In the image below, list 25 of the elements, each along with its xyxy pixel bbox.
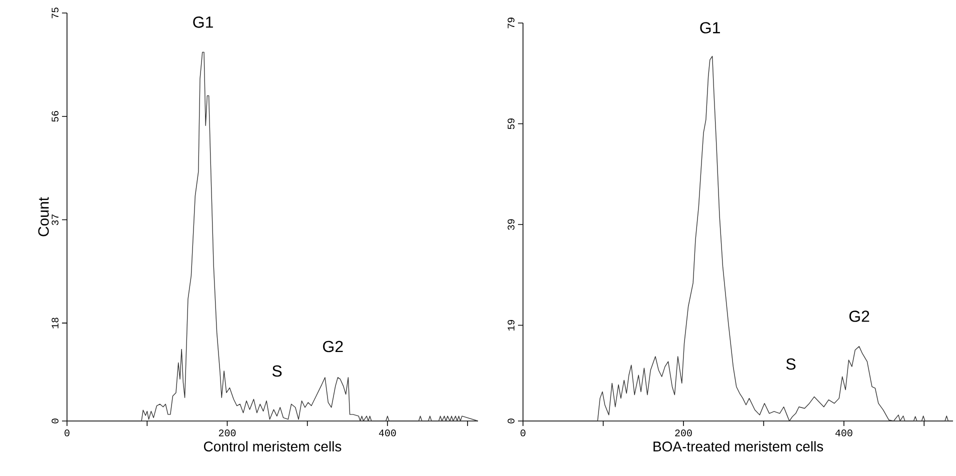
y-tick-label: 56 (52, 111, 58, 122)
annotation: G1 (193, 16, 213, 28)
x-tick-label: 400 (378, 430, 396, 436)
x-tick-label: 400 (835, 430, 852, 436)
x-tick-label: 0 (520, 430, 526, 436)
x-axis-title: Control meristem cells (204, 441, 342, 452)
y-tick-label: 19 (508, 320, 514, 331)
annotation: S (786, 358, 796, 370)
x-tick-label: 200 (675, 430, 692, 436)
annotation: G1 (700, 22, 720, 34)
y-tick-label: 59 (508, 118, 514, 130)
x-axis-title: BOA-treated meristem cells (654, 441, 824, 452)
y-tick-label: 79 (508, 18, 514, 28)
y-tick-label: 39 (508, 219, 514, 230)
y-tick-label: 18 (52, 318, 58, 328)
y-tick-label: 0 (52, 418, 58, 424)
y-tick-label: 0 (508, 418, 514, 424)
y-tick-label: 37 (52, 214, 58, 226)
y-tick-label: 75 (52, 8, 58, 18)
x-tick-label: 0 (64, 430, 70, 436)
annotation: S (272, 365, 282, 377)
x-tick-label: 200 (218, 430, 236, 436)
annotation: G2 (323, 340, 343, 352)
annotation: G2 (849, 310, 870, 322)
y-axis-title: Count (38, 197, 49, 236)
